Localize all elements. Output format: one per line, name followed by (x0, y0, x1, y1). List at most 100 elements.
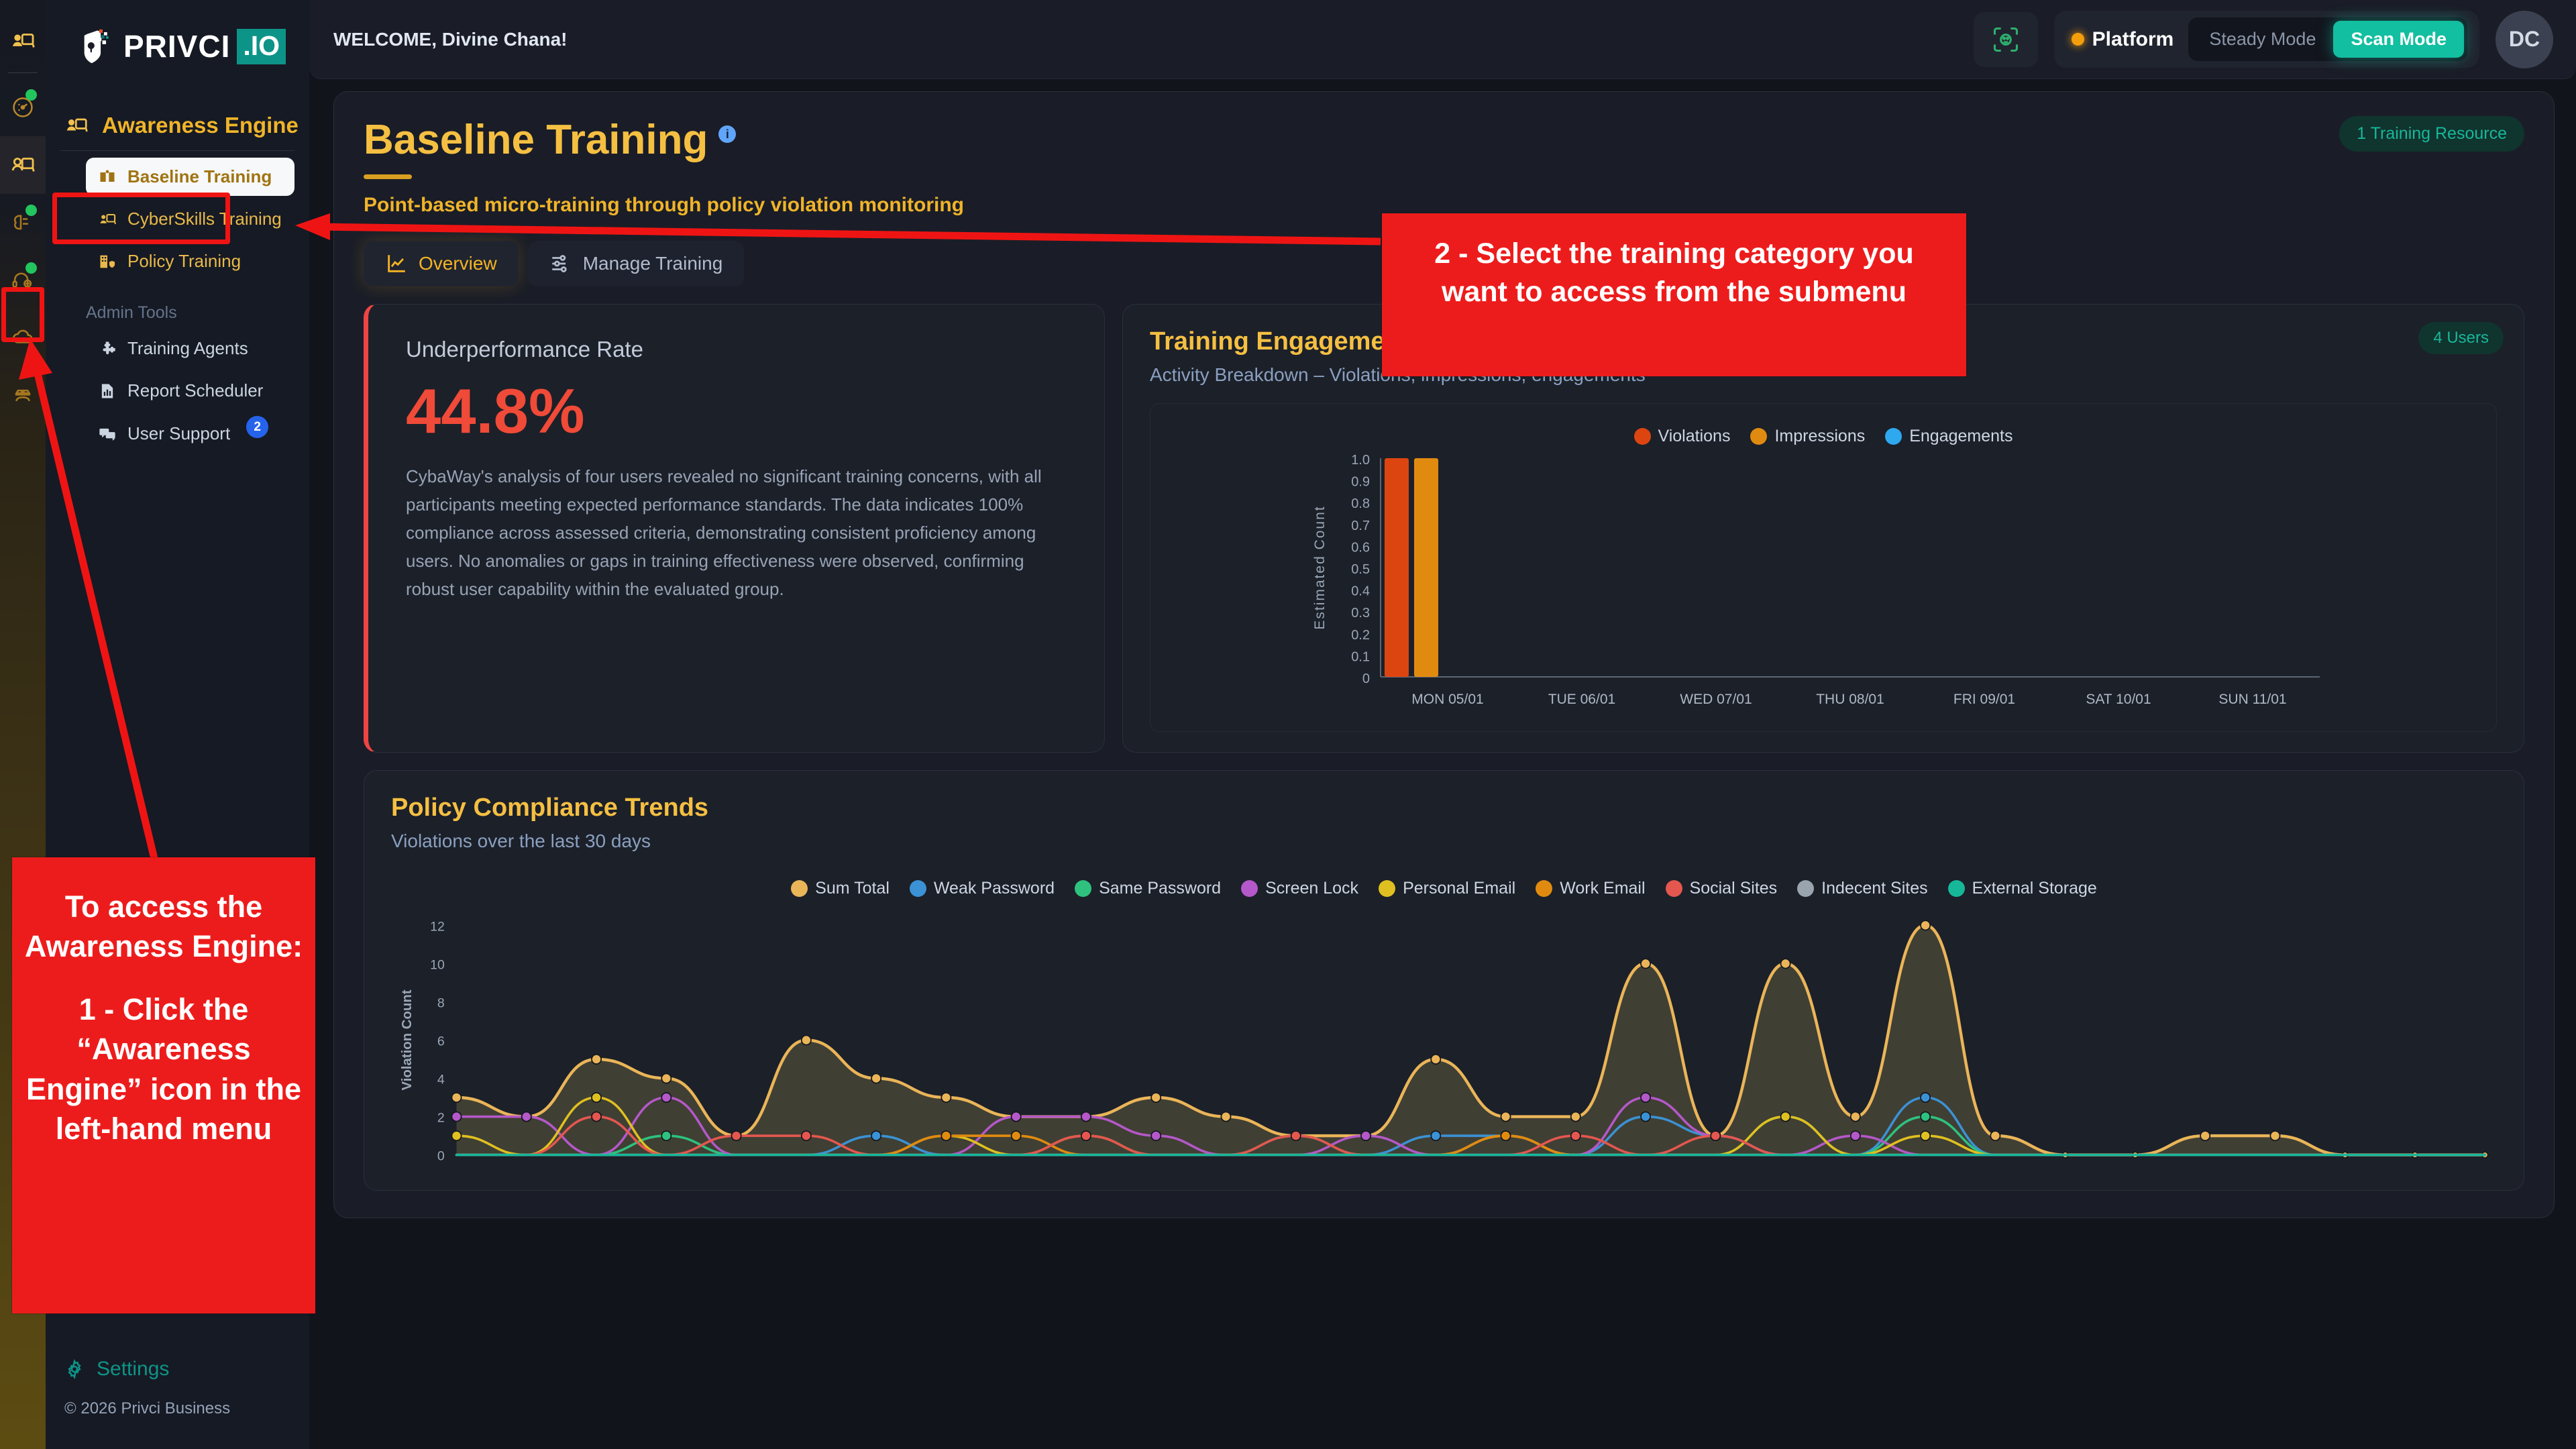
data-point[interactable] (1500, 1111, 1511, 1122)
legend-swatch (1075, 880, 1092, 897)
data-point[interactable] (1780, 1111, 1791, 1122)
top-bar-controls: Platform Steady Mode Scan Mode DC (1973, 10, 2553, 68)
data-point[interactable] (1080, 1111, 1091, 1122)
data-point[interactable] (1430, 1053, 1442, 1065)
rail-item-dashboard[interactable] (0, 78, 46, 136)
sidebar-section-label: Awareness Engine (102, 113, 299, 138)
data-point[interactable] (1010, 1111, 1022, 1122)
rail-item-admin[interactable] (0, 367, 46, 425)
y-axis-tick: 0.2 (1351, 628, 1370, 643)
legend-item[interactable]: Impressions (1750, 427, 1865, 446)
gear-icon (68, 1359, 81, 1379)
sidebar-item-cyberskills-training[interactable]: CyberSkills Training (86, 200, 294, 238)
data-point[interactable] (2269, 1130, 2281, 1142)
data-point[interactable] (1430, 1130, 1442, 1142)
legend-item[interactable]: Screen Lock (1241, 879, 1358, 898)
legend-item[interactable]: Personal Email (1379, 879, 1515, 898)
x-axis-tick: SAT 10/01 (2086, 692, 2151, 707)
data-point[interactable] (1920, 1092, 1931, 1104)
rail-item-intelligence[interactable] (0, 194, 46, 252)
legend-item[interactable]: Engagements (1885, 427, 2013, 446)
data-point[interactable] (451, 1111, 462, 1122)
data-point[interactable] (941, 1130, 952, 1142)
legend-item[interactable]: Social Sites (1665, 879, 1777, 898)
data-point[interactable] (1570, 1130, 1581, 1142)
legend-item[interactable]: Sum Total (791, 879, 890, 898)
data-point[interactable] (1570, 1111, 1581, 1122)
mode-switcher: Platform Steady Mode Scan Mode (2053, 11, 2479, 68)
data-point[interactable] (800, 1034, 812, 1046)
data-point[interactable] (1220, 1111, 1232, 1122)
sidebar-item-report-scheduler[interactable]: Report Scheduler (86, 372, 294, 410)
rail-item-awareness-engine-active[interactable] (0, 136, 46, 194)
data-point[interactable] (1640, 1092, 1652, 1104)
data-point[interactable] (591, 1111, 602, 1122)
y-axis-tick: 4 (437, 1072, 445, 1087)
legend-item[interactable]: Same Password (1075, 879, 1221, 898)
steady-mode-option[interactable]: Steady Mode (2209, 29, 2316, 49)
legend-item[interactable]: External Storage (1947, 879, 2097, 898)
data-point[interactable] (591, 1053, 602, 1065)
settings-button[interactable]: Settings (64, 1358, 309, 1399)
data-point[interactable] (661, 1092, 672, 1104)
legend-item[interactable]: Violations (1633, 427, 1730, 446)
data-point[interactable] (871, 1130, 882, 1142)
data-point[interactable] (521, 1111, 532, 1122)
data-point[interactable] (731, 1130, 742, 1142)
data-point[interactable] (1010, 1130, 1022, 1142)
data-point[interactable] (661, 1130, 672, 1142)
y-axis-tick: 0.6 (1351, 540, 1370, 555)
sidebar-item-policy-training[interactable]: Policy Training (86, 242, 294, 280)
y-axis-tick: 0 (1362, 672, 1370, 686)
sidebar-item-training-agents[interactable]: Training Agents (86, 329, 294, 368)
legend-item[interactable]: Weak Password (909, 879, 1055, 898)
tab-manage-training[interactable]: Manage Training (527, 241, 745, 286)
data-point[interactable] (1849, 1111, 1861, 1122)
bar[interactable] (1385, 458, 1409, 677)
data-point[interactable] (1500, 1130, 1511, 1142)
sidebar-item-user-support[interactable]: User Support 2 (86, 414, 294, 453)
data-point[interactable] (1710, 1130, 1721, 1142)
y-axis-tick: 2 (437, 1111, 445, 1126)
sidebar-item-baseline-training[interactable]: Baseline Training (86, 158, 294, 196)
data-point[interactable] (1640, 1111, 1652, 1122)
data-point[interactable] (1990, 1130, 2001, 1142)
info-icon[interactable]: i (718, 125, 737, 143)
data-point[interactable] (1080, 1130, 1091, 1142)
data-point[interactable] (1640, 958, 1652, 969)
data-point[interactable] (1920, 920, 1931, 931)
scan-mode-option[interactable]: Scan Mode (2333, 21, 2464, 58)
data-point[interactable] (1150, 1092, 1162, 1104)
face-scan-button[interactable] (1973, 11, 2038, 67)
data-point[interactable] (451, 1130, 462, 1142)
data-point[interactable] (451, 1092, 462, 1104)
data-point[interactable] (1849, 1130, 1861, 1142)
data-point[interactable] (1150, 1130, 1162, 1142)
data-point[interactable] (661, 1073, 672, 1084)
legend-swatch (909, 880, 926, 897)
bar[interactable] (1414, 458, 1438, 677)
data-point[interactable] (2200, 1130, 2211, 1142)
data-point[interactable] (1360, 1130, 1371, 1142)
rail-item-support[interactable] (0, 252, 46, 309)
engagement-chart[interactable]: Violations Impressions Engagements 0 0.1 0.2… (1150, 403, 2497, 732)
legend-item[interactable]: Work Email (1536, 879, 1646, 898)
avatar[interactable]: DC (2496, 10, 2553, 68)
legend-item[interactable]: Indecent Sites (1797, 879, 1928, 898)
status-dot (25, 205, 37, 216)
trends-chart[interactable]: Sum Total Weak Password Same Password Scree… (391, 852, 2497, 1190)
logo[interactable]: PRIVCI .IO (46, 0, 309, 101)
sidebar-section-awareness-engine[interactable]: Awareness Engine (46, 101, 309, 150)
gauge-icon (13, 97, 33, 117)
data-point[interactable] (1780, 958, 1791, 969)
data-point[interactable] (1920, 1111, 1931, 1122)
sidebar-admin-label: Admin Tools (86, 303, 177, 322)
rail-item-awareness-engine[interactable] (0, 12, 46, 70)
data-point[interactable] (591, 1092, 602, 1104)
tab-overview[interactable]: Overview (364, 241, 519, 286)
data-point[interactable] (800, 1130, 812, 1142)
data-point[interactable] (1920, 1130, 1931, 1142)
data-point[interactable] (1290, 1130, 1301, 1142)
data-point[interactable] (941, 1092, 952, 1104)
data-point[interactable] (871, 1073, 882, 1084)
